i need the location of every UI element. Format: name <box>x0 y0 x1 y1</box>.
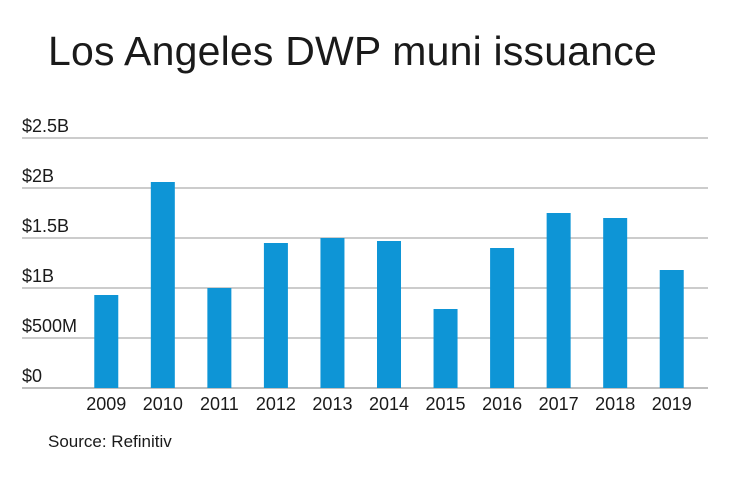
y-tick-label: $2.5B <box>22 116 69 136</box>
bars <box>94 182 684 388</box>
y-tick-label: $500M <box>22 316 77 336</box>
x-tick-label: 2019 <box>652 394 692 414</box>
x-tick-label: 2009 <box>86 394 126 414</box>
chart-title: Los Angeles DWP muni issuance <box>48 28 657 74</box>
y-tick-label: $1B <box>22 266 54 286</box>
x-tick-label: 2013 <box>312 394 352 414</box>
x-tick-label: 2014 <box>369 394 409 414</box>
y-tick-label: $1.5B <box>22 216 69 236</box>
x-tick-label: 2018 <box>595 394 635 414</box>
bar-2011 <box>207 288 232 388</box>
x-tick-label: 2015 <box>426 394 466 414</box>
bar-2012 <box>263 243 288 388</box>
gridlines <box>22 137 708 389</box>
bar-2014 <box>377 241 401 388</box>
y-tick-label: $0 <box>22 366 42 386</box>
bar-2017 <box>546 213 571 388</box>
bar-2019 <box>659 270 684 388</box>
source-note: Source: Refinitiv <box>48 432 172 451</box>
x-tick-label: 2011 <box>200 394 239 414</box>
x-tick-label: 2012 <box>256 394 296 414</box>
bar-2015 <box>433 309 458 388</box>
bar-2016 <box>490 248 515 388</box>
bar-2013 <box>320 238 345 388</box>
bar-2018 <box>603 218 628 388</box>
x-tick-label: 2017 <box>539 394 579 414</box>
x-tick-label: 2016 <box>482 394 522 414</box>
bar-2009 <box>94 295 119 388</box>
x-tick-label: 2010 <box>143 394 183 414</box>
x-axis-tick-labels: 2009 2010 2011 2012 2013 2014 2015 2016 2017 2018… <box>86 394 692 414</box>
y-axis-tick-labels: $0 $500M $1B $1.5B $2B $2.5B <box>22 116 77 386</box>
y-tick-label: $2B <box>22 166 54 186</box>
bar-2010 <box>150 182 175 388</box>
